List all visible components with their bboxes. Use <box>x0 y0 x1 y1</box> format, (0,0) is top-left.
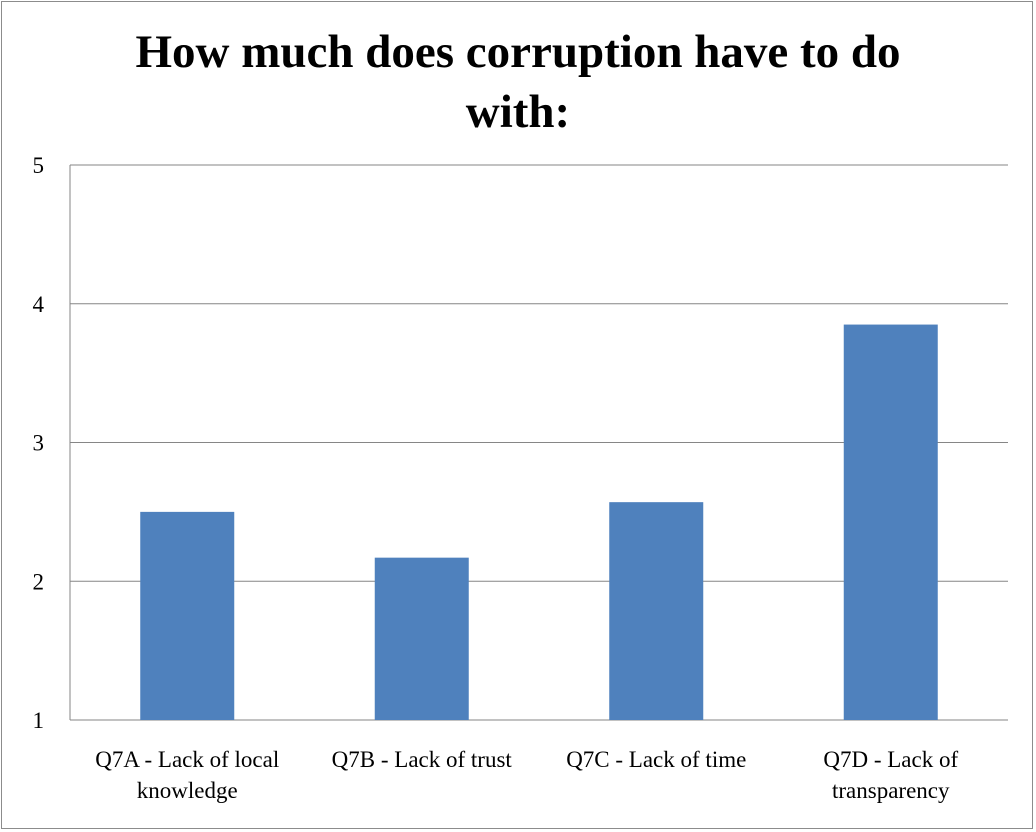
x-category-label-line: Q7D - Lack of <box>823 747 958 772</box>
x-category-label: Q7C - Lack of time <box>566 747 746 772</box>
x-category-label-line: knowledge <box>137 778 238 803</box>
y-axis-ticks: 1 2 3 4 5 <box>33 153 45 733</box>
chart-title-line-2: with: <box>465 86 571 138</box>
x-category-label-line: Q7C - Lack of time <box>566 747 746 772</box>
x-category-label-line: Q7A - Lack of local <box>95 747 279 772</box>
bar-2 <box>374 557 469 720</box>
bar-1 <box>140 511 235 720</box>
y-tick-label: 2 <box>33 569 45 594</box>
bars <box>140 324 938 720</box>
chart-title-line-1: How much does corruption have to do <box>135 26 901 78</box>
bar-4 <box>843 324 938 720</box>
y-tick-label: 5 <box>33 153 45 178</box>
chart-title: How much does corruption have to do with… <box>0 22 1036 142</box>
bar-3 <box>609 502 704 720</box>
x-axis-categories: Q7A - Lack of local knowledge Q7B - Lack o… <box>95 747 958 803</box>
x-category-label-line: transparency <box>832 778 950 803</box>
y-tick-label: 4 <box>33 292 45 317</box>
x-category-label: Q7A - Lack of local knowledge <box>95 747 279 803</box>
y-tick-label: 3 <box>33 431 45 456</box>
x-category-label: Q7D - Lack of transparency <box>823 747 958 803</box>
y-tick-label: 1 <box>33 708 45 733</box>
x-category-label-line: Q7B - Lack of trust <box>332 747 513 772</box>
x-category-label: Q7B - Lack of trust <box>332 747 513 772</box>
